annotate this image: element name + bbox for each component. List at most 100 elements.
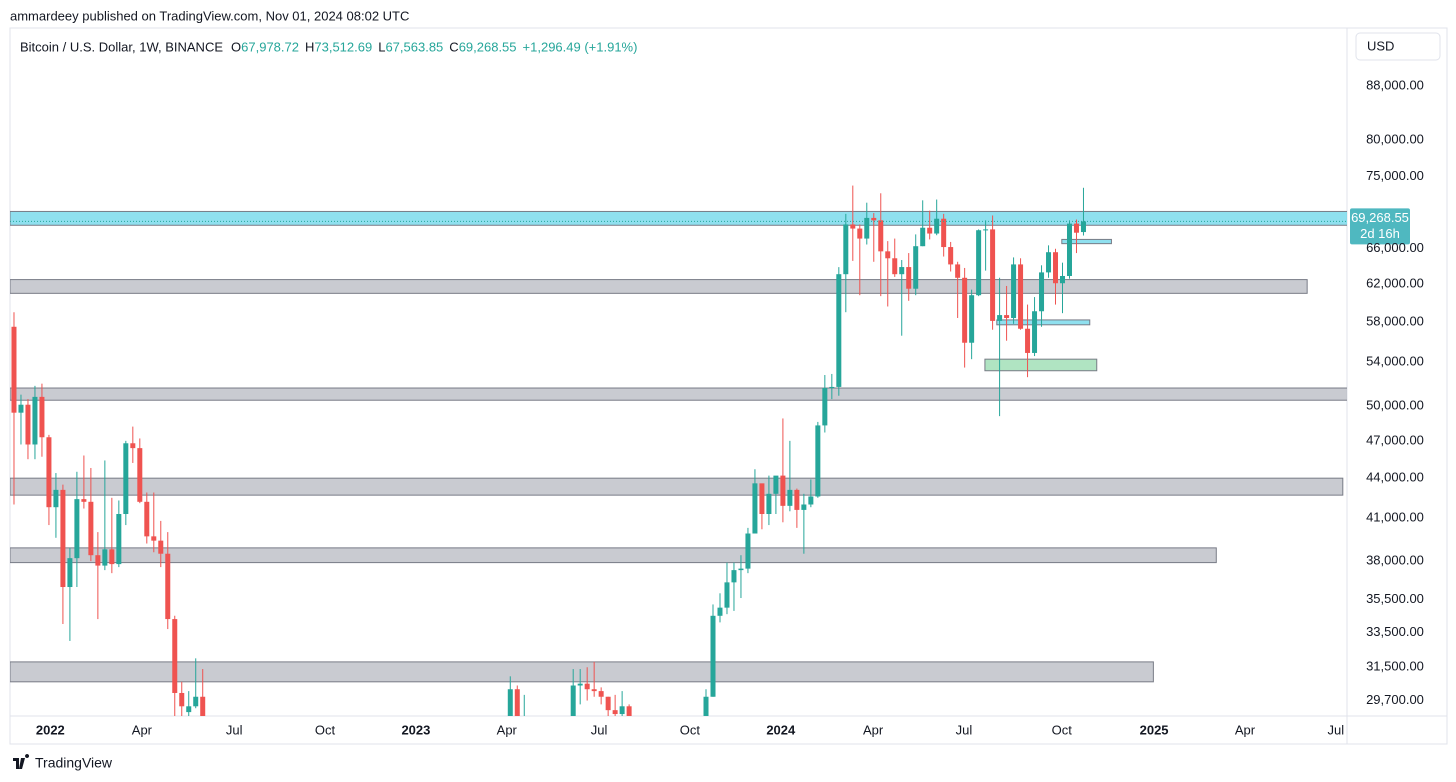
- candle-body: [990, 229, 996, 321]
- x-tick-label: Jul: [1328, 722, 1345, 737]
- candle-body: [109, 549, 115, 565]
- candle-body: [752, 483, 758, 534]
- candle-body: [1060, 275, 1066, 284]
- legend-value: 67,978.72: [241, 39, 299, 54]
- candle-body: [871, 217, 877, 221]
- candle-body: [102, 549, 108, 566]
- currency[interactable]: USD: [1367, 38, 1394, 53]
- candle-body: [745, 533, 751, 569]
- candle-body: [864, 217, 870, 239]
- zone: [996, 319, 1091, 326]
- candle-body: [74, 499, 80, 559]
- candle-body: [32, 396, 38, 445]
- candle-body: [67, 558, 73, 588]
- y-tick-label: 88,000.00: [1366, 77, 1424, 92]
- candle-body: [899, 267, 905, 275]
- zone: [10, 210, 1347, 226]
- candle-body: [172, 619, 178, 693]
- price-label: 69,268.55: [1351, 210, 1409, 225]
- y-tick-label: 29,700.00: [1366, 692, 1424, 707]
- candle-body: [1066, 223, 1072, 276]
- candle-body: [829, 386, 835, 389]
- candle-body: [1080, 221, 1086, 233]
- candle-body: [850, 224, 856, 229]
- legend-value: 73,512.69: [314, 39, 372, 54]
- candle-body: [88, 501, 94, 556]
- x-tick-label: 2023: [401, 722, 430, 737]
- legend-symbol: Bitcoin / U.S. Dollar, 1W, BINANCE: [20, 39, 223, 54]
- candle-body: [815, 425, 821, 497]
- candle-body: [193, 696, 199, 707]
- candle-body: [1053, 252, 1059, 284]
- candle-body: [1025, 328, 1031, 353]
- candle-body: [1073, 223, 1079, 233]
- x-tick-label: Apr: [1235, 722, 1256, 737]
- candle-body: [836, 274, 842, 387]
- candle-body: [843, 224, 849, 275]
- candle-body: [18, 404, 24, 413]
- candle-body: [514, 689, 520, 716]
- zone: [10, 547, 1217, 564]
- candle-body: [584, 683, 590, 690]
- legend-change: +1,296.49 (+1.91%): [523, 39, 638, 54]
- candle-body: [612, 710, 618, 715]
- candle-body: [983, 229, 989, 231]
- candle-body: [969, 295, 975, 343]
- zone: [10, 387, 1347, 401]
- candle-body: [731, 570, 737, 583]
- candle-body: [507, 689, 513, 716]
- candle-body: [144, 501, 150, 537]
- y-tick-label: 66,000.00: [1366, 240, 1424, 255]
- x-tick-label: Apr: [497, 722, 518, 737]
- candle-body: [46, 437, 52, 508]
- y-tick-label: 38,000.00: [1366, 553, 1424, 568]
- candle-body: [948, 247, 954, 265]
- candle-body: [186, 706, 192, 713]
- zone: [984, 358, 1098, 372]
- candle-body: [25, 404, 31, 445]
- candle-body: [927, 227, 933, 234]
- candle-body: [619, 706, 625, 715]
- candle-body: [997, 315, 1003, 321]
- candle-body: [123, 443, 129, 515]
- candle-body: [53, 489, 59, 508]
- candle-body: [913, 246, 919, 289]
- candle-body: [598, 691, 604, 697]
- candle-body: [885, 251, 891, 259]
- candle-body: [1032, 311, 1038, 353]
- candle-body: [857, 228, 863, 239]
- zone: [1061, 238, 1112, 245]
- legend-key: O: [231, 39, 241, 54]
- zone: [10, 661, 1154, 683]
- y-tick-label: 75,000.00: [1366, 168, 1424, 183]
- y-tick-label: 33,500.00: [1366, 624, 1424, 639]
- candle-body: [759, 483, 765, 515]
- y-tick-label: 41,000.00: [1366, 510, 1424, 525]
- y-tick-label: 31,500.00: [1366, 659, 1424, 674]
- candle-body: [710, 615, 716, 697]
- candle-body: [1018, 264, 1024, 329]
- candle-body: [626, 706, 632, 716]
- x-tick-label: 2022: [36, 722, 65, 737]
- candle-body: [892, 258, 898, 275]
- candle-body: [906, 267, 912, 289]
- x-tick-label: Oct: [680, 722, 701, 737]
- candle-body: [39, 396, 45, 438]
- candle-body: [878, 220, 884, 252]
- candle-body: [1046, 252, 1052, 273]
- y-tick-label: 58,000.00: [1366, 313, 1424, 328]
- candle-body: [976, 230, 982, 296]
- candle-body: [1039, 272, 1045, 312]
- candle-body: [179, 692, 185, 707]
- publisher: ammardeey published on TradingView.com, …: [10, 8, 409, 23]
- candle-body: [130, 443, 136, 449]
- candle-body: [1011, 264, 1017, 318]
- x-tick-label: Oct: [315, 722, 336, 737]
- y-tick-label: 54,000.00: [1366, 354, 1424, 369]
- currency-box[interactable]: [1355, 32, 1441, 61]
- candle-body: [962, 277, 968, 343]
- legend-key: L: [378, 39, 385, 54]
- candle-body: [738, 568, 744, 571]
- candle-body: [724, 582, 730, 608]
